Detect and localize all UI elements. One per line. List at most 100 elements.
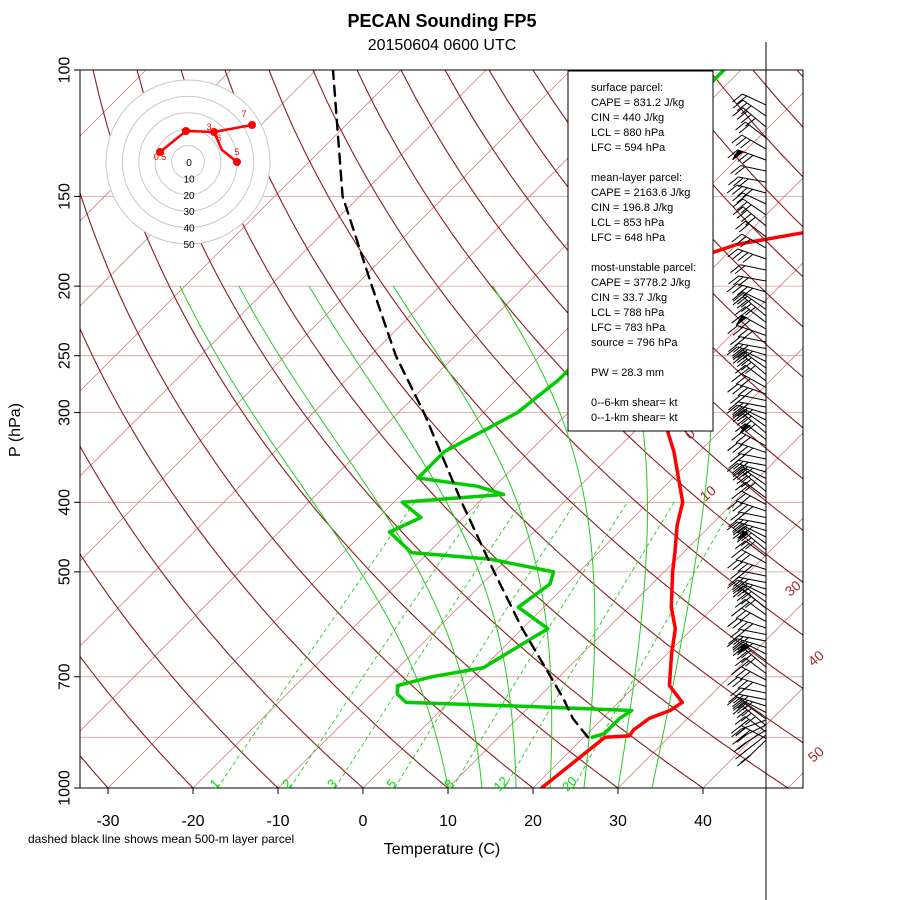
wind-barb: [731, 431, 767, 447]
hodograph-point: [233, 158, 241, 166]
x-tick-label: -10: [266, 813, 289, 830]
info-line: LCL = 788 hPa: [591, 307, 665, 319]
mixing-ratio-line: [217, 502, 415, 788]
hodograph-ring: [105, 79, 271, 245]
wind-barb: [731, 719, 767, 738]
wind-barb: [726, 283, 767, 297]
wind-barb: [730, 453, 767, 464]
plot-frame: [79, 69, 804, 789]
info-line: LFC = 783 hPa: [591, 322, 666, 334]
hodograph-ring-label: 20: [183, 191, 195, 202]
wind-barb: [726, 463, 767, 477]
dry-adiabat-line: [180, 70, 789, 788]
dry-adiabat-line: [80, 655, 194, 788]
hodograph-point-label: 0.5: [154, 152, 167, 162]
parcel-info-box: surface parcel: CAPE = 831.2 J/kg CIN = 44…: [567, 70, 714, 432]
wind-barb: [735, 220, 767, 238]
hodograph-ring-label: 50: [183, 240, 195, 251]
wind-barb: [726, 184, 767, 198]
dry-adiabat-line: [796, 70, 803, 78]
mixing-ratio-label: 2: [279, 776, 295, 792]
y-tick-label: 100: [57, 57, 74, 84]
wind-barb: [730, 336, 767, 347]
isotherm-line: [447, 432, 803, 788]
isotherm-line: [80, 70, 657, 647]
hodograph-point-label: 6: [216, 133, 221, 143]
dry-adiabat-label: 50: [805, 743, 827, 765]
info-line: mean-layer parcel:: [591, 172, 682, 184]
y-tick-label: 150: [57, 183, 74, 210]
wind-barb: [732, 647, 767, 668]
y-tick-label: 200: [57, 273, 74, 300]
wind-barb: [727, 149, 767, 164]
info-line: CAPE = 2163.6 J/kg: [591, 187, 690, 199]
mixing-ratio-label: 1: [207, 776, 223, 792]
wind-barb: [731, 314, 767, 330]
mixing-ratio-lines: [217, 502, 737, 788]
dry-adiabat-line: [268, 70, 803, 690]
hodograph-ring-label: 30: [183, 207, 195, 218]
wind-barb: [732, 107, 767, 128]
series-temperature: [539, 230, 803, 788]
wind-barb: [736, 739, 767, 767]
wind-barb: [730, 165, 767, 175]
moist-adiabat-line: [601, 285, 648, 788]
dry-adiabat-line: [92, 70, 619, 788]
mixing-ratio-line: [572, 502, 737, 788]
x-tick-label: 20: [524, 813, 542, 830]
wind-barb: [727, 676, 767, 691]
mixing-ratio-line: [451, 502, 628, 788]
dry-adiabat-line: [532, 70, 803, 378]
info-line: 0--6-km shear= kt: [591, 397, 678, 409]
mixing-ratio-line: [289, 502, 481, 788]
chart-subtitle: 20150604 0600 UTC: [368, 37, 517, 54]
hodograph-point: [248, 121, 256, 129]
mixing-ratio-line: [504, 502, 675, 788]
wind-barb: [732, 99, 767, 117]
info-line: LFC = 594 hPa: [591, 142, 666, 154]
hodograph-ring-label: 40: [183, 224, 195, 235]
wind-barb: [730, 629, 767, 639]
dry-adiabat-label: 40: [805, 647, 827, 669]
moist-adiabat-line: [392, 285, 553, 788]
y-tick-label: 1000: [57, 770, 74, 806]
wind-barb: [735, 121, 767, 139]
mixing-ratio-label: 20: [559, 773, 580, 794]
wind-barb: [728, 343, 767, 354]
hodograph-ring-label: 10: [183, 174, 195, 185]
dry-adiabat-line: [224, 70, 803, 744]
dry-adiabat-line: [841, 70, 900, 803]
isotherm-line: [80, 70, 572, 562]
wind-barb: [734, 423, 767, 440]
wind-barb: [730, 264, 767, 274]
wind-barb: [732, 468, 767, 486]
hodograph-ring-label: 0: [186, 158, 192, 169]
dry-adiabat-line: [488, 70, 803, 429]
mixing-ratio-label: 12: [490, 773, 511, 794]
mixing-ratio-label: 8: [441, 776, 457, 792]
moist-adiabat-line: [308, 285, 517, 788]
wind-barb: [727, 248, 767, 263]
hodograph-point-label: 3: [206, 122, 211, 132]
footnote: dashed black line shows mean 500-m layer…: [28, 832, 294, 846]
info-line: LFC = 648 hPa: [591, 232, 666, 244]
wind-barb: [727, 442, 767, 457]
mixing-ratio-line: [394, 502, 576, 788]
wind-barb: [727, 500, 767, 515]
wind-barb: [730, 511, 767, 522]
moist-adiabat-line: [179, 285, 449, 788]
wind-barb: [733, 729, 767, 753]
hodograph-point: [210, 128, 218, 136]
y-tick-label: 300: [57, 399, 74, 426]
dry-adiabat-line: [80, 445, 364, 788]
wind-barb: [732, 93, 767, 106]
y-axis-label: P (hPa): [7, 403, 24, 457]
wind-barb: [732, 585, 767, 603]
info-line: PW = 28.3 mm: [591, 367, 664, 379]
x-tick-label: 0: [359, 813, 368, 830]
hodograph-point-label: 7: [241, 109, 246, 119]
dry-adiabat-line: [312, 70, 803, 636]
hodograph: 0 10 20 30 40 50 0.5 1 36 7 5: [105, 79, 271, 251]
wind-barb: [732, 530, 767, 551]
